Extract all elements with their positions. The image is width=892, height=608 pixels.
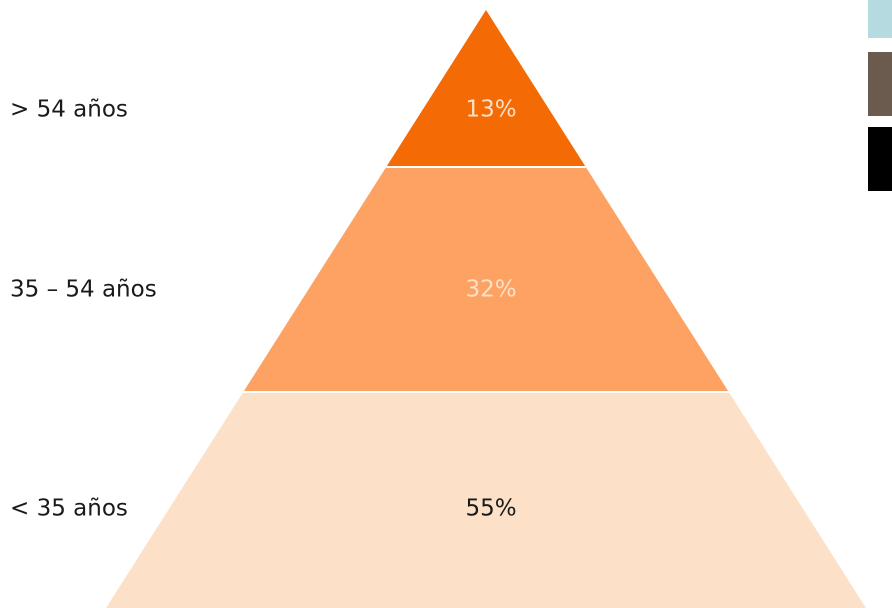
color-swatches [868, 0, 892, 191]
category-labels: > 54 años 35 – 54 años < 35 años [10, 97, 157, 522]
pyramid-segment-1 [386, 10, 586, 167]
pyramid-segments [106, 10, 866, 608]
category-label: < 35 años [10, 496, 128, 522]
color-swatch-1 [868, 0, 892, 38]
color-swatch-3 [868, 127, 892, 191]
pyramid-segment-3 [106, 392, 866, 608]
pyramid-segment-2 [243, 167, 729, 392]
value-label: 55% [465, 496, 516, 522]
segment-dividers [243, 166, 729, 393]
value-label: 32% [465, 277, 516, 303]
category-label: > 54 años [10, 97, 128, 123]
color-swatch-2 [868, 52, 892, 116]
value-labels: 13% 32% 55% [465, 97, 516, 522]
value-label: 13% [465, 97, 516, 123]
category-label: 35 – 54 años [10, 277, 157, 303]
